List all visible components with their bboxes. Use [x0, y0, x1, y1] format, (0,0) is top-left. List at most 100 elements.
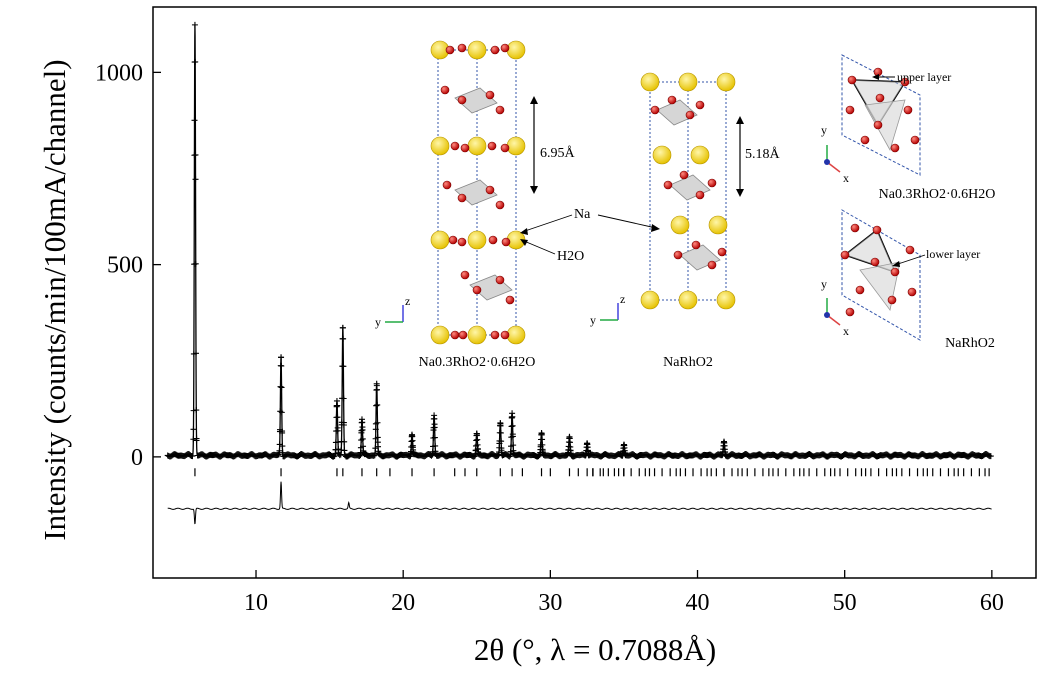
o-atom [873, 120, 883, 130]
observed-point [278, 409, 285, 416]
o-atom [872, 225, 882, 235]
observed-point [192, 58, 199, 65]
observed-point [340, 421, 347, 428]
o-atom [860, 135, 870, 145]
observed-point [475, 450, 482, 457]
o-atom [442, 180, 452, 190]
observed-point [193, 435, 200, 442]
o-atom [855, 285, 865, 295]
observed-point [360, 450, 367, 457]
o-atom [695, 190, 705, 200]
observed-point [510, 450, 517, 457]
na-atom [716, 290, 736, 310]
observed-point [374, 401, 381, 408]
observed-point [622, 452, 629, 459]
o-atom [691, 240, 701, 250]
o-atom [890, 267, 900, 277]
observed-point [509, 422, 516, 429]
observed-point [585, 452, 592, 459]
o-atom [905, 245, 915, 255]
x-tick-label: 10 [244, 590, 268, 616]
na-atom [467, 325, 487, 345]
x-tick-label: 30 [538, 590, 562, 616]
observed-point [431, 434, 438, 441]
o-atom [457, 237, 467, 247]
plot-frame [152, 6, 1037, 579]
observed-point [340, 335, 347, 342]
o-atom [495, 275, 505, 285]
o-atom [448, 235, 458, 245]
observed-point [474, 436, 481, 443]
o-atom [487, 141, 497, 151]
observed-point [330, 453, 337, 460]
o-atom [501, 237, 511, 247]
o-atom [845, 105, 855, 115]
o-atom [450, 330, 460, 340]
observed-point [359, 435, 366, 442]
na-atom [690, 145, 710, 165]
o-atom [707, 260, 717, 270]
na-atom [652, 145, 672, 165]
o-atom [490, 45, 500, 55]
observed-point [334, 427, 341, 434]
observed-point [192, 260, 199, 267]
observed-point [189, 453, 196, 460]
y-axis-ticks: 0 500 1000 [95, 60, 161, 471]
observed-point [190, 407, 197, 414]
triad-x-4: x [843, 324, 849, 338]
observed-point [278, 354, 285, 361]
o-atom [695, 100, 705, 110]
triad-y-4: y [821, 277, 827, 291]
anhydrous-spacing: 5.18Å [745, 146, 781, 162]
x-tick-label: 20 [391, 590, 415, 616]
triad-y-2: y [590, 313, 596, 327]
o-atom [850, 223, 860, 233]
observed-point [331, 453, 338, 460]
observed-point [335, 449, 342, 456]
o-atom [440, 85, 450, 95]
x-axis-ticks: 10 20 30 40 50 60 [244, 570, 1004, 616]
observed-point [193, 407, 200, 414]
observed-point [340, 395, 347, 402]
upper-formula-label: Na0.3RhO2·0.6H2O [879, 187, 996, 202]
o-atom [875, 93, 885, 103]
o-atom [460, 143, 470, 153]
lower-formula-label: NaRhO2 [945, 336, 995, 351]
observed-point [279, 443, 286, 450]
observed-point [375, 448, 382, 455]
o-atom [457, 43, 467, 53]
observed-point [987, 453, 994, 460]
o-atom [890, 143, 900, 153]
o-atom [679, 170, 689, 180]
observed-point [509, 433, 516, 440]
o-atom [485, 90, 495, 100]
observed-point [498, 438, 505, 445]
na-atom [678, 290, 698, 310]
o-atom [663, 180, 673, 190]
difference-curve [167, 481, 992, 525]
inset-upper-layer: upper layer y x Na0.3RhO2·0.6H2O [821, 54, 996, 202]
observed-point [431, 415, 438, 422]
upper-layer-label: upper layer [897, 70, 951, 84]
na-atom [716, 72, 736, 92]
observed-point [277, 383, 284, 390]
o-atom [887, 295, 897, 305]
observed-point [374, 419, 381, 426]
na-atom [467, 230, 487, 250]
observed-point [192, 151, 199, 158]
observed-point [373, 402, 380, 409]
x-tick-label: 40 [686, 590, 710, 616]
na-atom [467, 136, 487, 156]
o-atom [460, 270, 470, 280]
y-tick-label: 1000 [95, 60, 143, 86]
na-atom [430, 136, 450, 156]
observed-point [274, 451, 281, 458]
observed-point [193, 350, 200, 357]
inset-lower-layer: lower layer y x NaRhO2 [821, 209, 995, 351]
observed-point [508, 423, 515, 430]
observed-point [339, 324, 346, 331]
triad-x-3: x [843, 171, 849, 185]
observed-point [432, 450, 439, 457]
na-atom [506, 40, 526, 60]
o-atom [445, 45, 455, 55]
